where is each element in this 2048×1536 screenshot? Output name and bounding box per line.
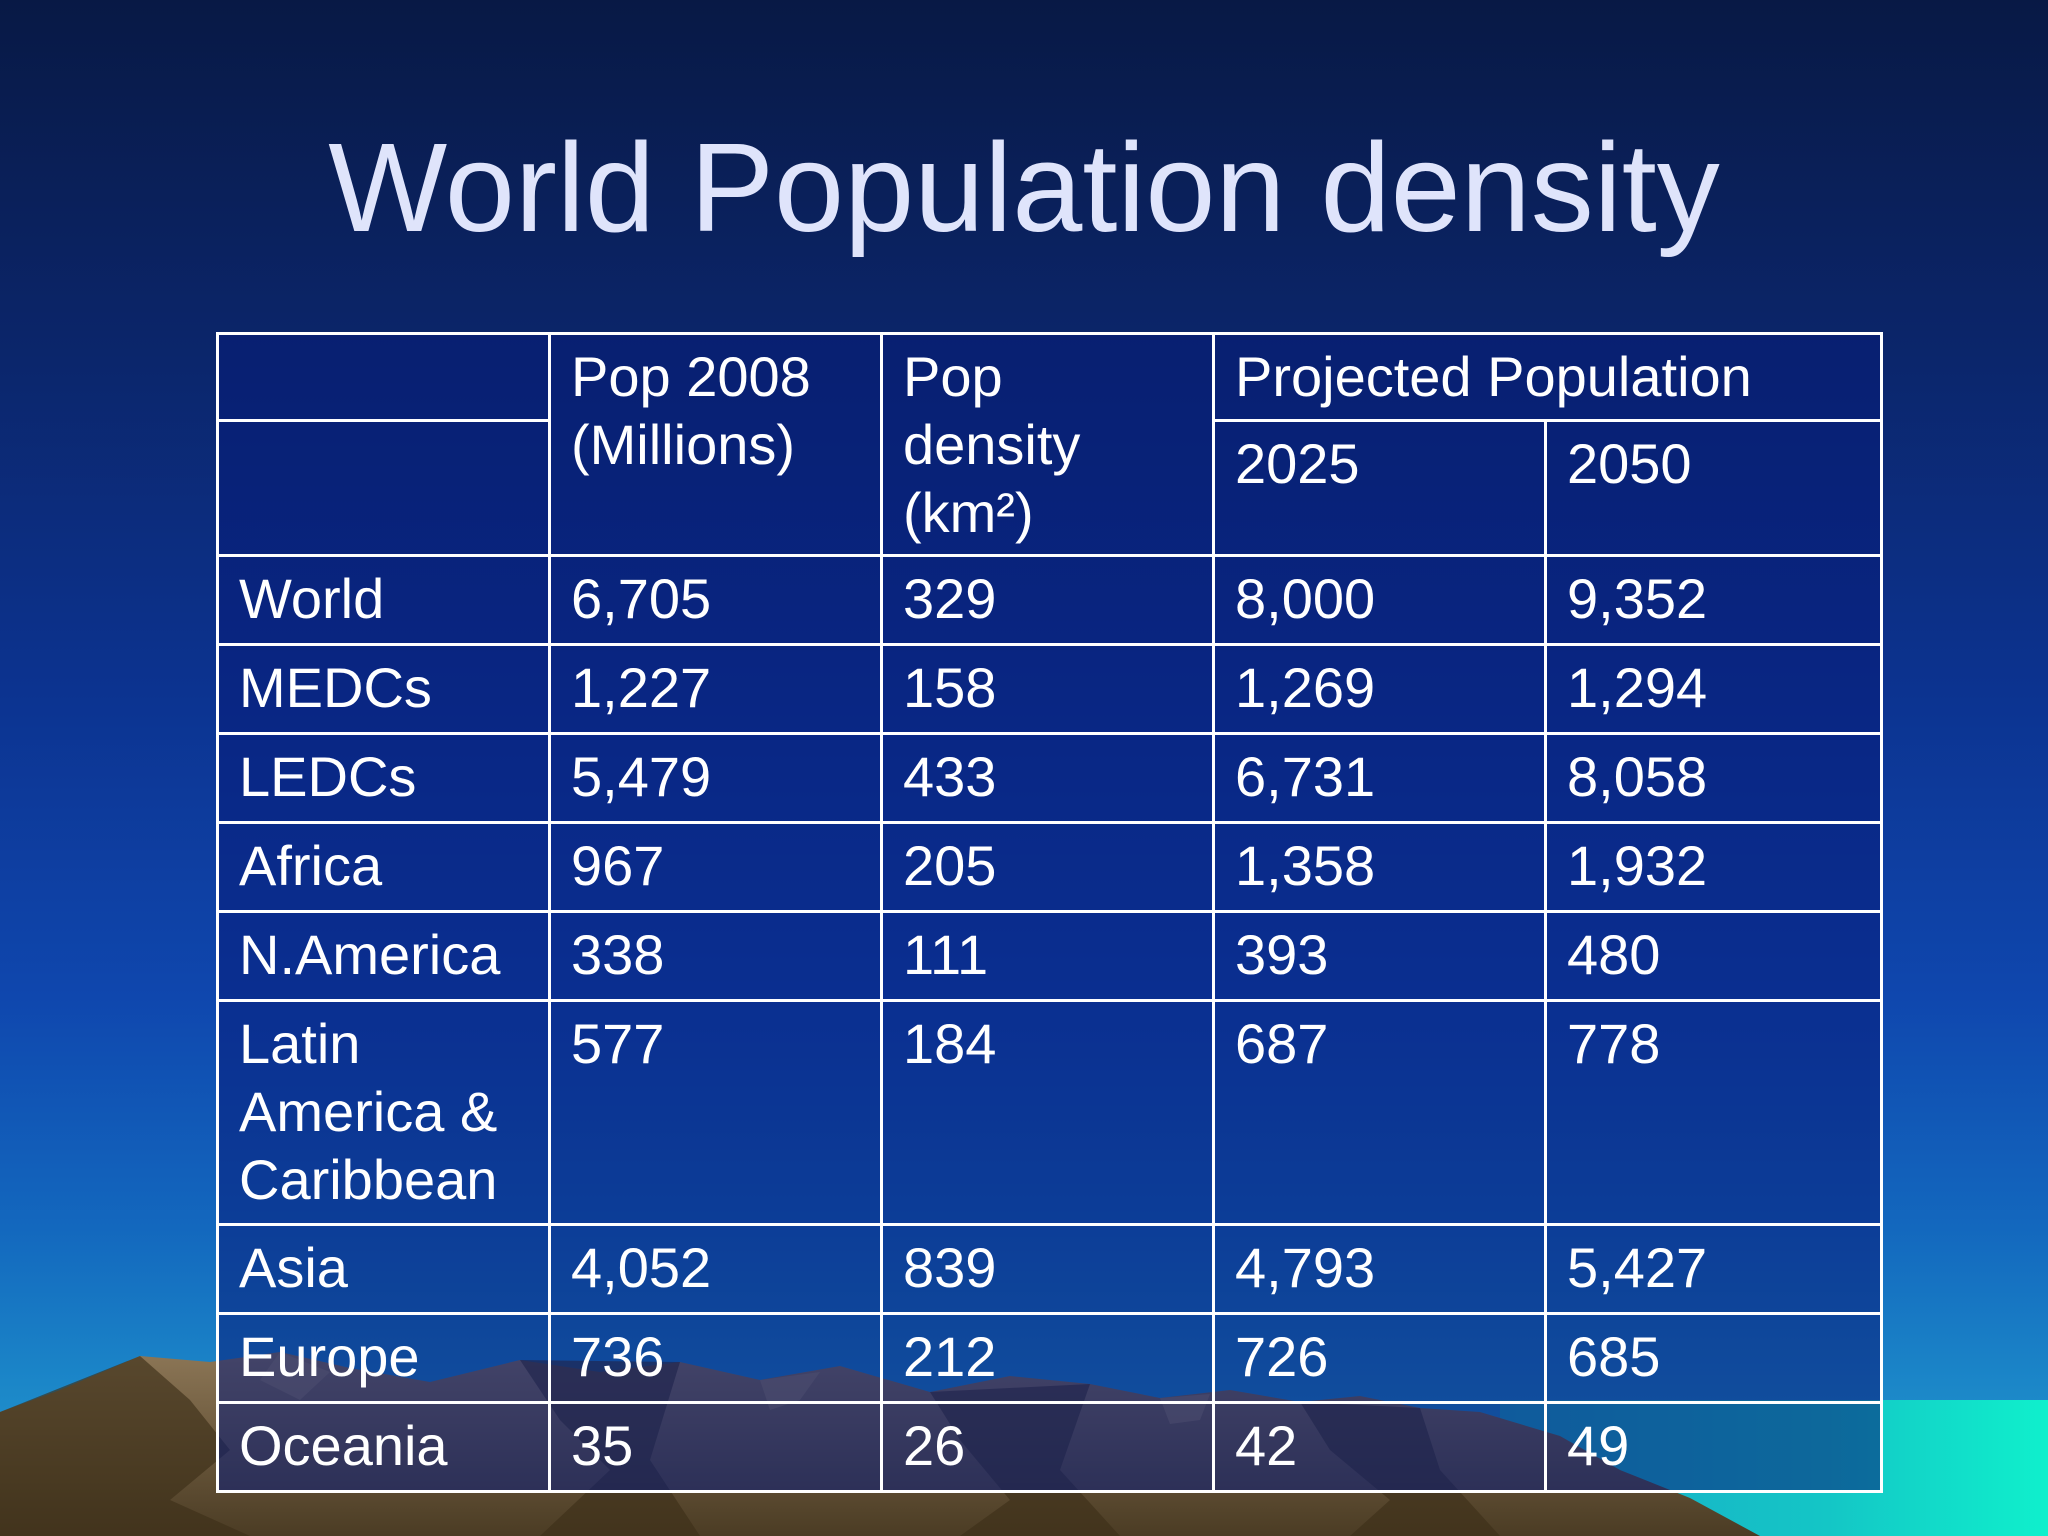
header-row-1: Pop 2008 (Millions) Pop density (km²) Pr… (216, 332, 1884, 557)
population-table: Pop 2008 (Millions) Pop density (km²) Pr… (216, 332, 1884, 1493)
p2050-cell: 480 (1543, 910, 1884, 1002)
pop2008-cell: 338 (548, 910, 883, 1002)
p2050-cell: 685 (1543, 1312, 1884, 1404)
density-cell: 111 (880, 910, 1215, 1002)
density-cell: 158 (880, 643, 1215, 735)
p2050-cell: 8,058 (1543, 732, 1884, 824)
density-cell: 329 (880, 554, 1215, 646)
density-cell: 205 (880, 821, 1215, 913)
table-row: World 6,705 329 8,000 9,352 (216, 554, 1884, 646)
mountain-shadow (0, 1356, 1500, 1536)
p2050-cell: 778 (1543, 999, 1884, 1226)
p2025-cell: 4,793 (1212, 1223, 1547, 1315)
density-cell: 839 (880, 1223, 1215, 1315)
table-row: Europe 736 212 726 685 (216, 1312, 1884, 1404)
pop2008-cell: 1,227 (548, 643, 883, 735)
density-cell: 26 (880, 1401, 1215, 1493)
region-cell: Latin America & Caribbean (216, 999, 551, 1226)
p2025-cell: 687 (1212, 999, 1547, 1226)
p2025-cell: 726 (1212, 1312, 1547, 1404)
pop2008-cell: 577 (548, 999, 883, 1226)
header-pop2008: Pop 2008 (Millions) (548, 332, 883, 557)
p2025-cell: 1,269 (1212, 643, 1547, 735)
header-density: Pop density (km²) (880, 332, 1215, 557)
table-row: Asia 4,052 839 4,793 5,427 (216, 1223, 1884, 1315)
region-cell: Oceania (216, 1401, 551, 1493)
p2025-cell: 6,731 (1212, 732, 1547, 824)
slide-title: World Population density (328, 117, 1720, 258)
header-projected: Projected Population (1211, 332, 1884, 422)
table-row: Africa 967 205 1,358 1,932 (216, 821, 1884, 913)
table-row: N.America 338 111 393 480 (216, 910, 1884, 1002)
region-cell: World (216, 554, 551, 646)
p2025-cell: 42 (1212, 1401, 1547, 1493)
header-row-2: 2025 2050 (216, 419, 1884, 557)
header-empty-top (216, 332, 551, 422)
header-2025: 2025 (1212, 419, 1547, 557)
p2025-cell: 8,000 (1212, 554, 1547, 646)
density-cell: 184 (880, 999, 1215, 1226)
table-row: LEDCs 5,479 433 6,731 8,058 (216, 732, 1884, 824)
header-empty-bottom (216, 419, 551, 557)
region-cell: Europe (216, 1312, 551, 1404)
p2050-cell: 9,352 (1543, 554, 1884, 646)
region-cell: LEDCs (216, 732, 551, 824)
p2050-cell: 5,427 (1543, 1223, 1884, 1315)
region-cell: Asia (216, 1223, 551, 1315)
pop2008-cell: 6,705 (548, 554, 883, 646)
p2050-cell: 1,294 (1543, 643, 1884, 735)
region-cell: N.America (216, 910, 551, 1002)
p2025-cell: 1,358 (1212, 821, 1547, 913)
pop2008-cell: 967 (548, 821, 883, 913)
pop2008-cell: 35 (548, 1401, 883, 1493)
table-row: Latin America & Caribbean 577 184 687 77… (216, 999, 1884, 1226)
header-2050: 2050 (1543, 419, 1884, 557)
table-row: MEDCs 1,227 158 1,269 1,294 (216, 643, 1884, 735)
pop2008-cell: 5,479 (548, 732, 883, 824)
pop2008-cell: 4,052 (548, 1223, 883, 1315)
density-cell: 433 (880, 732, 1215, 824)
region-cell: MEDCs (216, 643, 551, 735)
pop2008-cell: 736 (548, 1312, 883, 1404)
p2025-cell: 393 (1212, 910, 1547, 1002)
table-row: Oceania 35 26 42 49 (216, 1401, 1884, 1493)
region-cell: Africa (216, 821, 551, 913)
p2050-cell: 49 (1543, 1401, 1884, 1493)
density-cell: 212 (880, 1312, 1215, 1404)
p2050-cell: 1,932 (1543, 821, 1884, 913)
